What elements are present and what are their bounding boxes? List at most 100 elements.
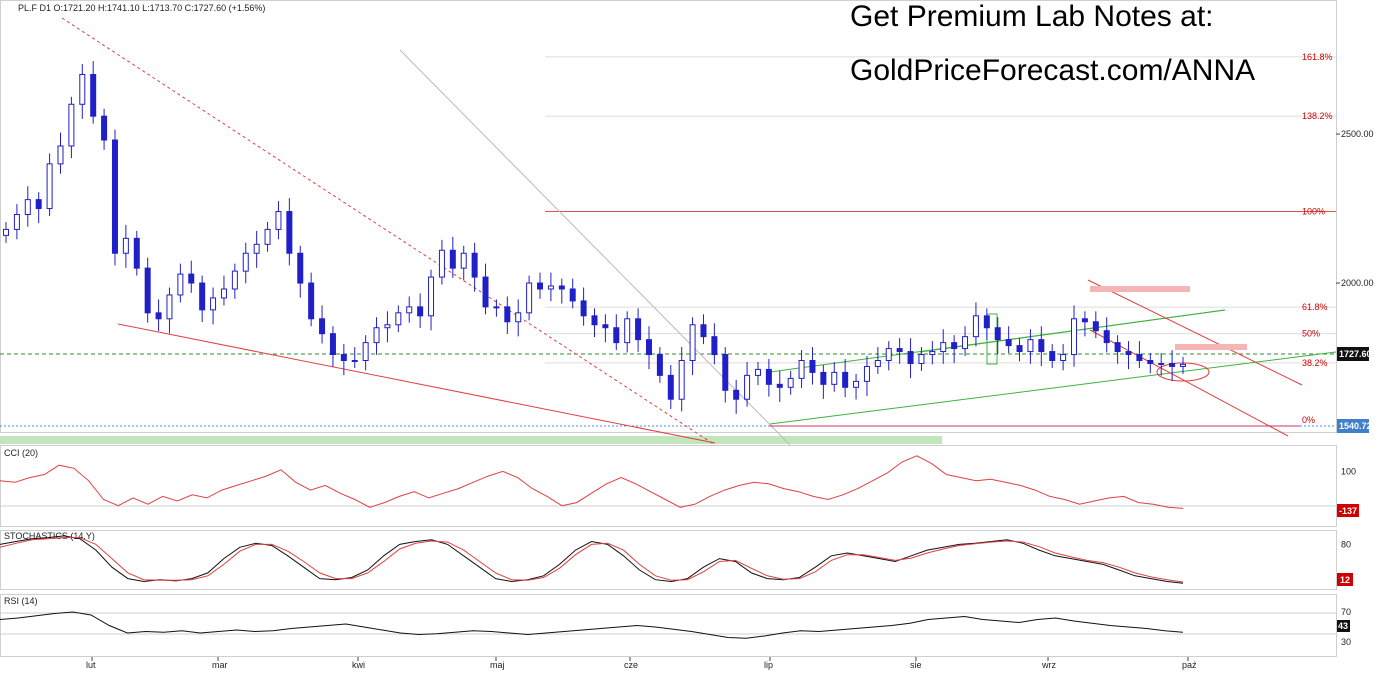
low-level-tag (1337, 419, 1369, 433)
candle-body (329, 333, 336, 356)
candle-body (188, 273, 195, 284)
candle-body (537, 282, 544, 290)
candle-body (929, 351, 936, 356)
candle-body (1038, 339, 1045, 353)
candle-body (46, 163, 53, 210)
cci-value-tag (1337, 504, 1359, 517)
candle-body (515, 312, 522, 323)
candle-body (199, 282, 206, 311)
candle-body (166, 294, 173, 320)
candle-body (689, 324, 696, 361)
price-panel-frame (0, 0, 1337, 433)
x-tick-label: cze (624, 660, 638, 670)
candle-body (242, 252, 249, 272)
candle-body (1169, 362, 1176, 367)
x-tick-label: sie (910, 660, 922, 670)
grey-decline-line (399, 49, 791, 446)
cci-value-label: -137 (1339, 506, 1357, 516)
candle-body (1071, 318, 1078, 356)
candle-body (482, 276, 489, 308)
candle-body (319, 318, 326, 335)
lower-support-line (117, 323, 716, 444)
candle-body (13, 214, 20, 230)
candle-body (635, 318, 642, 341)
candle-body (765, 368, 772, 385)
candle-body (624, 318, 631, 344)
candle-body (144, 267, 151, 314)
low-level-tag-label: 1540.72 (1339, 421, 1372, 431)
candle-body (983, 315, 990, 329)
promo-line2: GoldPriceForecast.com/ANNA (850, 54, 1255, 87)
price-header: PL.F D1 O:1721.20 H:1741.10 L:1713.70 C:… (18, 3, 265, 13)
candle-body (438, 249, 445, 278)
fib-label: 100% (1302, 207, 1325, 217)
candle-body (842, 371, 849, 388)
candle-body (1114, 342, 1121, 353)
candle-body (460, 252, 467, 269)
last-price-tag-label: 1727.60 (1339, 349, 1372, 359)
candle-body (733, 389, 740, 400)
candle-body (395, 312, 402, 326)
candle-body (526, 282, 533, 314)
cci-panel-frame (0, 445, 1337, 527)
candle-body (885, 348, 892, 361)
candle-body (133, 237, 140, 269)
candle-body (776, 383, 783, 388)
candle-body (79, 73, 86, 105)
rsi-title: RSI (14) (4, 596, 38, 606)
candle-body (340, 354, 347, 361)
candle-body (962, 336, 969, 350)
candle-body (711, 336, 718, 356)
candle-body (1060, 354, 1067, 361)
x-tick-label: kwi (352, 660, 365, 670)
candle-body (1158, 362, 1165, 365)
red-channel-lower (1089, 329, 1289, 437)
candle-body (1016, 345, 1023, 353)
candle-body (449, 249, 456, 269)
stoch-k-line (0, 535, 1184, 584)
candle-body (57, 145, 64, 165)
candle-body (286, 211, 293, 254)
candle-body (820, 371, 827, 385)
support-zone (0, 436, 942, 444)
promo-line1: Get Premium Lab Notes at: (850, 0, 1214, 33)
fib-label: 38.2% (1302, 358, 1328, 368)
candle-body (951, 342, 958, 350)
candle-body (678, 359, 685, 400)
resistance-zone-2 (1175, 344, 1247, 350)
price-candles (3, 61, 1186, 414)
rsi-line (0, 611, 1184, 639)
x-tick-label: lip (764, 660, 773, 670)
candle-body (308, 282, 315, 320)
candle-body (645, 339, 652, 356)
candle-body (972, 315, 979, 338)
candle-body (787, 377, 794, 388)
rsi-value-label: 43 (1338, 621, 1348, 631)
candle-body (275, 211, 282, 230)
candle-body (177, 273, 184, 296)
candle-body (406, 306, 413, 314)
stoch-value-tag (1337, 573, 1353, 586)
candle-body (504, 306, 511, 323)
candle-body (1180, 363, 1186, 367)
candle-body (667, 374, 674, 400)
downtrend-dotted-line (61, 17, 716, 446)
candle-body (1092, 321, 1099, 332)
stoch-title: STOCHASTICS (14,Y) (4, 531, 95, 541)
candle-body (24, 199, 31, 216)
indicator-tick-label: 70 (1341, 607, 1351, 617)
candle-body (384, 324, 391, 329)
candle-body (1005, 339, 1012, 347)
candle-body (35, 199, 42, 210)
x-tick-label: lut (86, 660, 96, 670)
candle-body (809, 359, 816, 373)
candle-body (754, 368, 761, 376)
candle-body (1027, 339, 1034, 353)
stoch-d-line (0, 537, 1184, 583)
candle-body (1049, 351, 1056, 361)
candle-body (111, 139, 118, 254)
indicator-tick-label: 80 (1341, 539, 1351, 549)
candle-body (231, 270, 238, 290)
candle-body (362, 342, 369, 361)
cci-title: CCI (20) (4, 448, 38, 458)
